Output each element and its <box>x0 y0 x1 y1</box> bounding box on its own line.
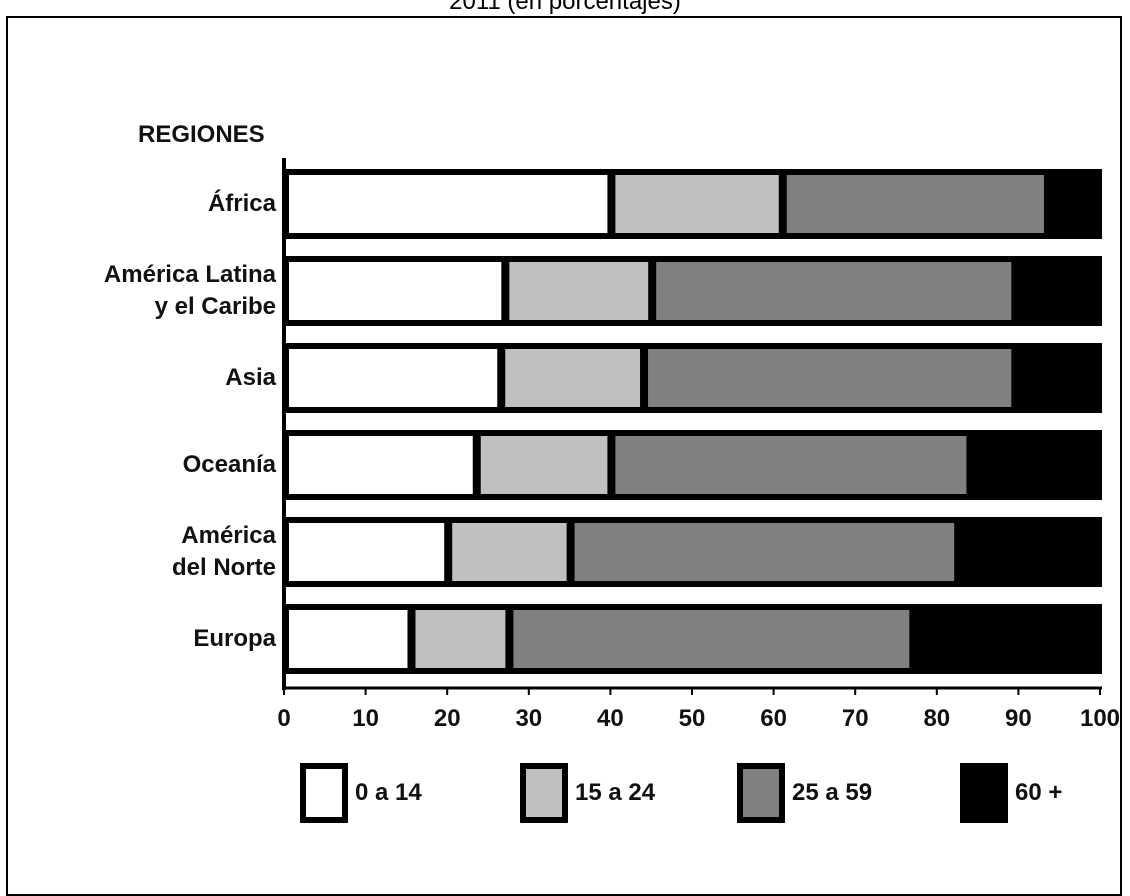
x-tick-label: 50 <box>679 705 706 732</box>
bar-segment <box>615 175 779 233</box>
y-axis-header: REGIONES <box>138 121 265 148</box>
category-labels: África América Latina y el Caribe Asia Ocean… <box>104 189 277 652</box>
category-label: Oceanía <box>183 451 277 478</box>
legend: 0 a 14 15 a 24 25 a 59 60 + <box>300 763 1062 823</box>
x-axis: 0 10 20 30 40 50 60 70 80 90 100 <box>277 158 1120 732</box>
legend-swatch <box>960 763 1008 823</box>
bar-segment <box>648 349 1012 407</box>
legend-swatch <box>520 763 568 823</box>
x-tick-label: 40 <box>597 705 624 732</box>
bar-segment <box>615 436 967 494</box>
x-tick-label: 60 <box>760 705 787 732</box>
category-label: Europa <box>193 625 276 652</box>
category-label: del Norte <box>172 554 276 581</box>
bar-segment <box>452 523 567 581</box>
category-label: Asia <box>225 364 276 391</box>
x-tick-label: 70 <box>842 705 869 732</box>
legend-label: 15 a 24 <box>575 779 656 806</box>
bar-segment <box>289 349 498 407</box>
bar-segment <box>957 517 1102 587</box>
legend-label: 25 a 59 <box>792 779 872 806</box>
legend-label: 60 + <box>1015 779 1062 806</box>
bar-segment <box>289 262 502 320</box>
bar-segment <box>912 604 1102 674</box>
category-label: y el Caribe <box>155 293 276 320</box>
stacked-bar-chart: REGIONES África América Latina y el Caribe… <box>104 121 1120 823</box>
bar-segment <box>289 175 608 233</box>
legend-swatch <box>737 763 785 823</box>
x-tick-label: 20 <box>434 705 461 732</box>
chart-frame: REGIONES África América Latina y el Caribe… <box>6 16 1122 896</box>
x-tick-label: 100 <box>1080 705 1120 732</box>
bar-segment <box>969 430 1102 500</box>
x-tick-label: 90 <box>1005 705 1032 732</box>
bar-segment <box>509 262 649 320</box>
bar-segment <box>656 262 1012 320</box>
bar-segment <box>480 436 608 494</box>
x-tick-label: 80 <box>923 705 950 732</box>
bar-segment <box>1014 256 1102 326</box>
x-tick-label: 30 <box>515 705 542 732</box>
bar-segment <box>1014 343 1102 413</box>
category-label: África <box>208 189 277 217</box>
x-tick-label: 10 <box>352 705 379 732</box>
category-label: América <box>181 522 276 549</box>
category-label: América Latina <box>104 261 277 288</box>
bars <box>284 169 1102 674</box>
bar-segment <box>786 175 1044 233</box>
legend-label: 0 a 14 <box>355 779 422 806</box>
bar-segment <box>415 610 506 668</box>
bar-segment <box>513 610 910 668</box>
legend-swatch <box>300 763 348 823</box>
bar-segment <box>289 523 445 581</box>
x-tick-label: 0 <box>277 705 290 732</box>
bar-segment <box>505 349 641 407</box>
chart-title: 2011 (en porcentajes) <box>449 0 681 15</box>
bar-segment <box>574 523 955 581</box>
bar-segment <box>1046 169 1102 239</box>
bar-segment <box>289 610 408 668</box>
bar-segment <box>289 436 473 494</box>
